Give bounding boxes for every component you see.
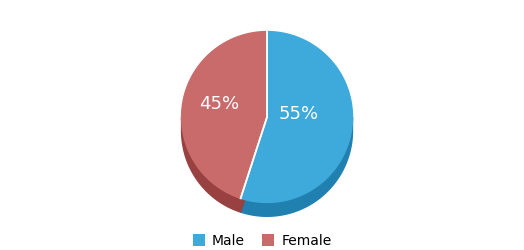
Polygon shape [241,32,353,202]
Text: 45%: 45% [199,95,239,113]
Polygon shape [182,118,241,212]
Text: 55%: 55% [278,104,318,122]
Legend: Male, Female: Male, Female [189,230,335,250]
Polygon shape [182,32,267,198]
Polygon shape [241,117,267,212]
Polygon shape [241,117,353,216]
Polygon shape [241,117,267,212]
